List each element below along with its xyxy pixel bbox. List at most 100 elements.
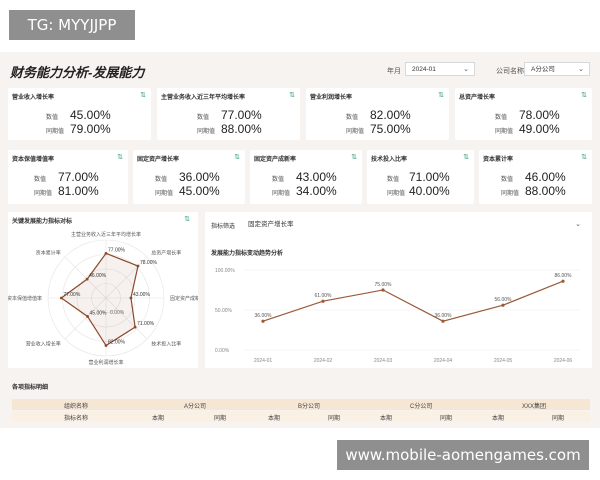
- radar-series-line: [60, 252, 139, 347]
- kpi-card: 固定资产成新率 ⇅ 数值 43.00% 同期值 34.00%: [250, 150, 362, 204]
- radar-point: [59, 296, 63, 300]
- swap-icon[interactable]: ⇅: [289, 92, 295, 99]
- value-label: 数值: [495, 115, 508, 121]
- swap-icon[interactable]: ⇅: [351, 154, 357, 161]
- year-value: 2024-01: [412, 66, 436, 73]
- kpi-prev-value: 88.00%: [525, 184, 566, 198]
- swap-icon[interactable]: ⇅: [184, 216, 190, 223]
- data-point: [261, 319, 265, 323]
- swap-icon[interactable]: ⇅: [234, 154, 240, 161]
- radar-chart: 77.00% 78.00% 43.00% 71.00% 82.00% 45.00% 77.0…: [8, 231, 198, 366]
- kpi-prev-value: 88.00%: [221, 122, 262, 136]
- company-select[interactable]: A分公司 ⌄: [524, 62, 590, 76]
- data-label: 36.00%: [435, 313, 453, 319]
- y-tick-label: 100.00%: [215, 268, 235, 274]
- y-tick-label: 50.00%: [215, 308, 233, 314]
- radar-value-label: 78.00%: [140, 260, 158, 266]
- swap-icon[interactable]: ⇅: [438, 92, 444, 99]
- prev-label: 同期值: [34, 191, 53, 197]
- kpi-value: 71.00%: [409, 170, 450, 184]
- kpi-title: 营业利润增长率: [310, 95, 353, 101]
- company-label: 公司名称: [496, 68, 524, 75]
- radar-point: [133, 325, 137, 329]
- data-point: [561, 279, 565, 283]
- radar-value-label: 71.00%: [137, 321, 155, 327]
- kpi-card: 营业利润增长率 ⇅ 数值 82.00% 同期值 75.00%: [306, 88, 449, 140]
- table-header-cell: C分公司: [410, 404, 433, 410]
- page-title: 财务能力分析-发展能力: [10, 65, 145, 80]
- table-header-cell: 组织名称: [64, 404, 89, 410]
- indicator-value: 固定资产增长率: [248, 221, 294, 228]
- chevron-down-icon: ⌄: [578, 66, 584, 73]
- kpi-value: 45.00%: [70, 108, 111, 122]
- year-select[interactable]: 2024-01 ⌄: [405, 62, 475, 76]
- prev-label: 同期值: [155, 191, 174, 197]
- data-point: [441, 319, 445, 323]
- table-header-cell: 本期: [268, 416, 281, 422]
- prev-label: 同期值: [197, 129, 216, 135]
- filter-label: 指标筛选: [211, 224, 236, 230]
- swap-icon[interactable]: ⇅: [140, 92, 146, 99]
- prev-label: 同期值: [387, 191, 406, 197]
- kpi-value: 82.00%: [370, 108, 411, 122]
- kpi-value: 46.00%: [525, 170, 566, 184]
- kpi-prev-value: 40.00%: [409, 184, 450, 198]
- indicator-select[interactable]: 固定资产增长率 ⌄: [242, 218, 586, 232]
- table-title: 各项指标明细: [12, 385, 49, 391]
- swap-icon[interactable]: ⇅: [581, 154, 587, 161]
- kpi-prev-value: 34.00%: [296, 184, 337, 198]
- x-tick-label: 2024-03: [374, 358, 393, 364]
- swap-icon[interactable]: ⇅: [463, 154, 469, 161]
- table-header-cell: 同期: [214, 416, 227, 422]
- kpi-card: 资本累计率 ⇅ 数值 46.00% 同期值 88.00%: [479, 150, 592, 204]
- trend-chart: 0.00% 50.00% 100.00% 2024-01 2024-02 2024-03 2…: [215, 268, 580, 364]
- kpi-card: 固定资产增长率 ⇅ 数值 36.00% 同期值 45.00%: [133, 150, 245, 204]
- radar-value-label: 77.00%: [108, 247, 126, 253]
- data-label: 56.00%: [495, 297, 513, 303]
- radar-value-label: 77.00%: [63, 292, 81, 298]
- kpi-card: 资本保值增值率 ⇅ 数值 77.00% 同期值 81.00%: [8, 150, 128, 204]
- x-tick-label: 2024-06: [554, 358, 573, 364]
- radar-axis-line: [105, 256, 148, 299]
- table-header-row2: 指标名称 本期 同期 本期 同期 本期 同期 本期 同期: [12, 411, 590, 422]
- radar-axis-label: 主营业务收入近三年平均增长率: [71, 231, 141, 238]
- swap-icon[interactable]: ⇅: [581, 92, 587, 99]
- radar-axis-label: 营业利润增长率: [88, 359, 123, 366]
- kpi-title: 总资产增长率: [459, 95, 496, 101]
- prev-label: 同期值: [346, 129, 365, 135]
- table-header-cell: 同期: [440, 416, 453, 422]
- radar-center-label: 0.00%: [110, 310, 125, 316]
- value-label: 数值: [387, 177, 400, 183]
- table-header-cell: 本期: [380, 416, 393, 422]
- value-label: 数值: [346, 115, 359, 121]
- kpi-card: 营业收入增长率 ⇅ 数值 45.00% 同期值 79.00%: [8, 88, 151, 140]
- watermark-bottom: www.mobile-aomengames.com: [337, 440, 589, 470]
- swap-icon[interactable]: ⇅: [117, 154, 123, 161]
- kpi-value: 78.00%: [519, 108, 560, 122]
- table-header-cell: 指标名称: [64, 416, 89, 422]
- radar-value-label: 45.00%: [90, 310, 108, 316]
- prev-label: 同期值: [46, 129, 65, 135]
- data-point: [321, 299, 325, 303]
- radar-value-label: 82.00%: [108, 340, 126, 346]
- trend-title: 发展能力指标变动趋势分析: [211, 251, 284, 257]
- radar-point: [104, 344, 108, 347]
- company-value: A分公司: [531, 66, 555, 73]
- data-label: 36.00%: [255, 313, 273, 319]
- x-tick-label: 2024-02: [314, 358, 333, 364]
- radar-axis-line: [105, 297, 148, 340]
- kpi-value: 77.00%: [221, 108, 262, 122]
- trend-panel: 指标筛选 固定资产增长率 ⌄ 发展能力指标变动趋势分析 0.00% 50.00% 1…: [205, 212, 592, 368]
- value-label: 数值: [272, 177, 285, 183]
- kpi-value: 77.00%: [58, 170, 99, 184]
- radar-value-label: 43.00%: [133, 292, 151, 298]
- value-label: 数值: [197, 115, 210, 121]
- kpi-prev-value: 79.00%: [70, 122, 111, 136]
- radar-panel: 关键发展能力指标对标 ⇅ 77.00% 78.00% 43.00% 71.00% 82.…: [8, 212, 198, 368]
- radar-axis-label: 资本保值增值率: [8, 295, 42, 302]
- kpi-title: 主营业务收入近三年平均增长率: [161, 95, 246, 101]
- radar-axis-label: 资本累计率: [36, 250, 61, 257]
- x-tick-label: 2024-01: [254, 358, 273, 364]
- data-point: [501, 303, 505, 307]
- kpi-card: 主营业务收入近三年平均增长率 ⇅ 数值 77.00% 同期值 88.00%: [157, 88, 300, 140]
